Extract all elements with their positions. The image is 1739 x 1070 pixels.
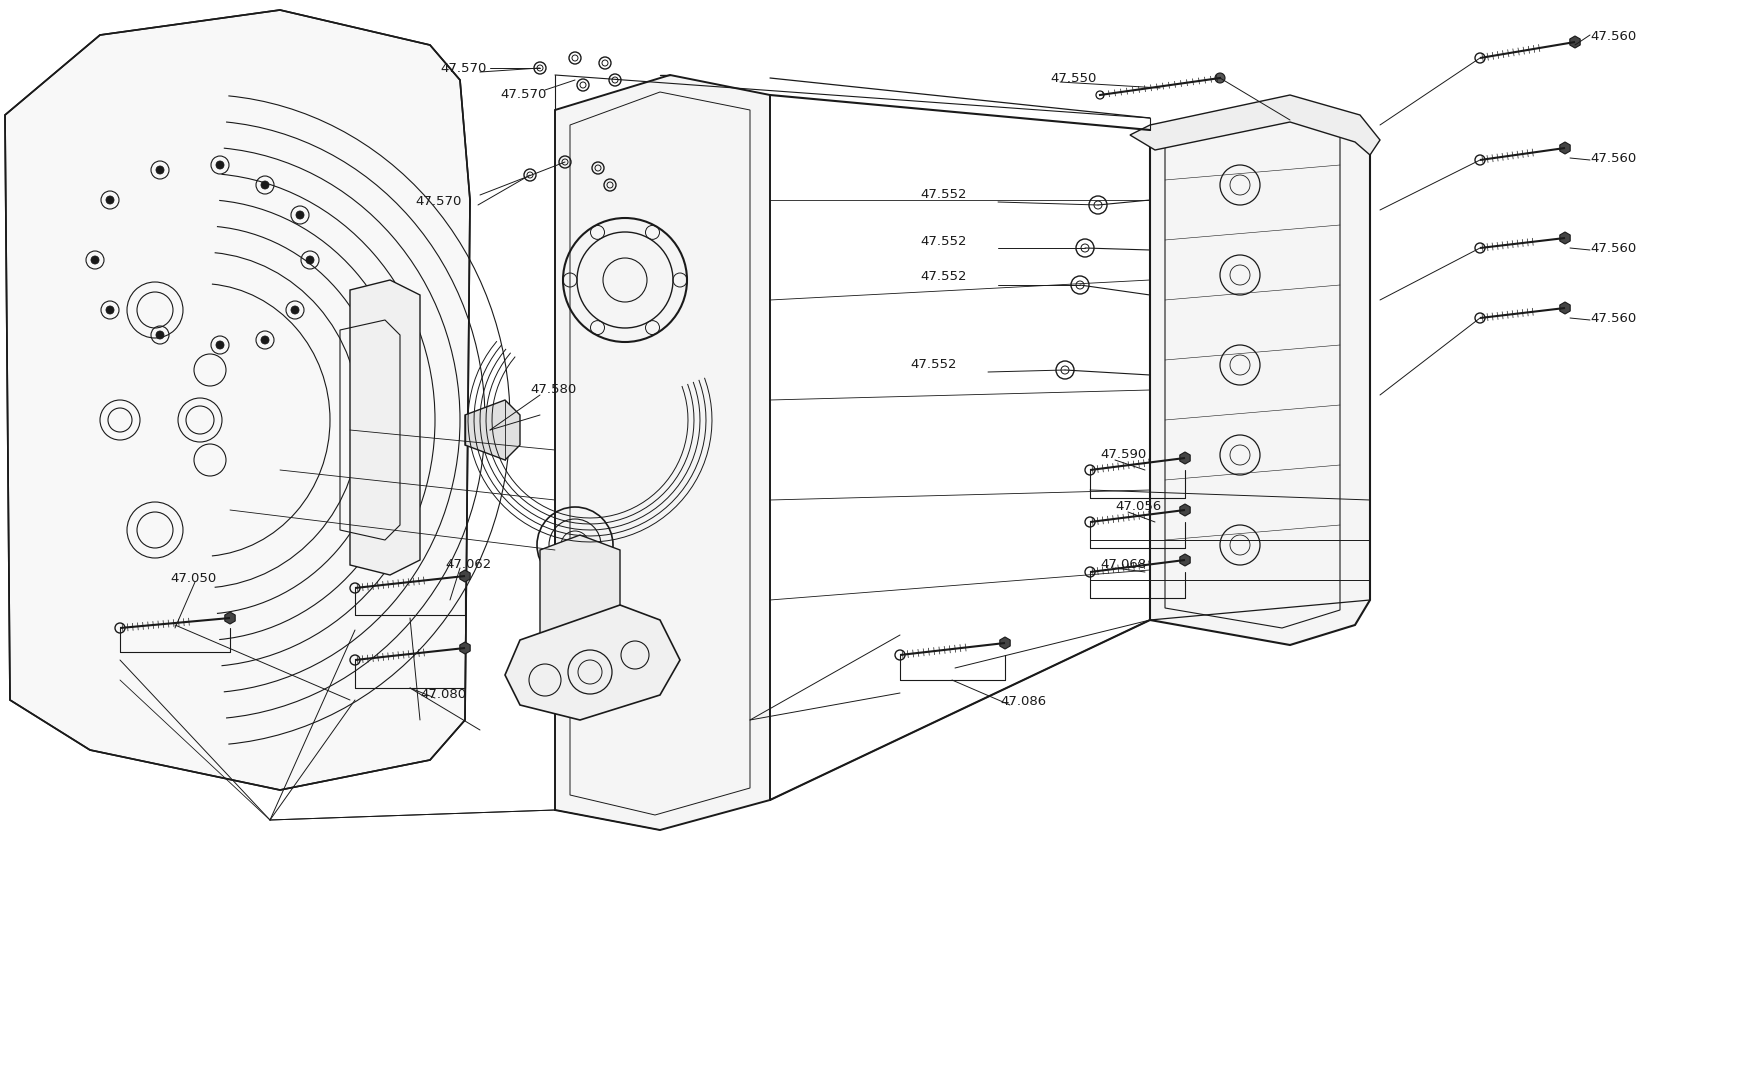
Polygon shape	[1558, 302, 1569, 314]
Circle shape	[157, 166, 163, 174]
Text: 47.056: 47.056	[1115, 500, 1160, 513]
Polygon shape	[350, 280, 419, 575]
Polygon shape	[555, 75, 770, 830]
Polygon shape	[1558, 232, 1569, 244]
Circle shape	[290, 306, 299, 314]
Polygon shape	[5, 10, 470, 790]
Text: 47.552: 47.552	[920, 188, 965, 201]
Text: 47.570: 47.570	[440, 62, 487, 75]
Text: 47.552: 47.552	[920, 235, 965, 248]
Polygon shape	[1179, 452, 1189, 464]
Circle shape	[216, 341, 224, 349]
Polygon shape	[1149, 100, 1369, 645]
Polygon shape	[459, 570, 470, 582]
Text: 47.080: 47.080	[419, 688, 466, 701]
Circle shape	[261, 336, 270, 343]
Text: 47.560: 47.560	[1589, 242, 1635, 255]
Text: 47.560: 47.560	[1589, 30, 1635, 43]
Circle shape	[306, 256, 313, 264]
Text: 47.580: 47.580	[530, 383, 576, 396]
Polygon shape	[464, 400, 520, 460]
Polygon shape	[459, 642, 470, 654]
Circle shape	[106, 196, 115, 204]
Text: 47.068: 47.068	[1099, 557, 1146, 571]
Text: 47.050: 47.050	[170, 572, 216, 585]
Circle shape	[157, 331, 163, 339]
Text: 47.560: 47.560	[1589, 312, 1635, 325]
Polygon shape	[1569, 36, 1579, 48]
Text: 47.550: 47.550	[1049, 72, 1096, 85]
Text: 47.590: 47.590	[1099, 448, 1146, 461]
Polygon shape	[224, 612, 235, 624]
Circle shape	[296, 211, 304, 219]
Polygon shape	[539, 535, 619, 664]
Circle shape	[106, 306, 115, 314]
Text: 47.062: 47.062	[445, 557, 490, 571]
Circle shape	[216, 160, 224, 169]
Circle shape	[90, 256, 99, 264]
Polygon shape	[504, 605, 680, 720]
Polygon shape	[1179, 554, 1189, 566]
Text: 47.086: 47.086	[1000, 696, 1045, 708]
Polygon shape	[1000, 637, 1010, 649]
Circle shape	[261, 181, 270, 189]
Circle shape	[1214, 73, 1224, 83]
Text: 47.552: 47.552	[909, 358, 956, 371]
Polygon shape	[1558, 142, 1569, 154]
Text: 47.570: 47.570	[416, 195, 461, 208]
Polygon shape	[1179, 504, 1189, 516]
Text: 47.552: 47.552	[920, 270, 965, 282]
Text: 47.560: 47.560	[1589, 152, 1635, 165]
Polygon shape	[1129, 95, 1379, 155]
Text: 47.570: 47.570	[499, 88, 546, 101]
